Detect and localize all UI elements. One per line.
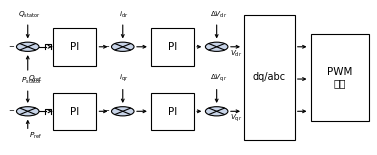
Circle shape <box>205 42 228 51</box>
Text: PWM
调制: PWM 调制 <box>327 67 352 88</box>
Bar <box>244 15 295 140</box>
Circle shape <box>112 107 134 116</box>
Bar <box>311 35 369 120</box>
Text: $-$: $-$ <box>103 106 110 112</box>
Bar <box>53 93 97 131</box>
Bar <box>151 93 194 131</box>
Bar <box>53 28 97 66</box>
Text: $V_{\rm dr}$: $V_{\rm dr}$ <box>230 48 242 59</box>
Text: $V_{\rm qr}$: $V_{\rm qr}$ <box>230 113 242 124</box>
Text: $Q_{\rm ref}$: $Q_{\rm ref}$ <box>28 74 43 84</box>
Text: PI: PI <box>70 42 80 52</box>
Text: $P_{\rm stator}$: $P_{\rm stator}$ <box>21 76 42 86</box>
Text: $Q_{\rm stator}$: $Q_{\rm stator}$ <box>18 10 41 20</box>
Text: PI: PI <box>168 42 177 52</box>
Circle shape <box>112 42 134 51</box>
Circle shape <box>17 42 39 51</box>
Text: $\Delta V_{\rm qr}$: $\Delta V_{\rm qr}$ <box>210 73 227 84</box>
Text: dq/abc: dq/abc <box>253 73 286 82</box>
Bar <box>151 28 194 66</box>
Text: $-$: $-$ <box>8 42 15 48</box>
Text: $i_{\rm dr}$: $i_{\rm dr}$ <box>119 10 129 20</box>
Circle shape <box>205 107 228 116</box>
Text: $i_{\rm qr}$: $i_{\rm qr}$ <box>119 73 129 84</box>
Text: $P_{\rm ref}$: $P_{\rm ref}$ <box>29 131 42 142</box>
Text: PI: PI <box>70 107 80 117</box>
Text: $-$: $-$ <box>103 42 110 48</box>
Text: $\Delta V_{\rm dr}$: $\Delta V_{\rm dr}$ <box>210 10 227 20</box>
Circle shape <box>17 107 39 116</box>
Text: PI: PI <box>168 107 177 117</box>
Text: $-$: $-$ <box>8 106 15 112</box>
